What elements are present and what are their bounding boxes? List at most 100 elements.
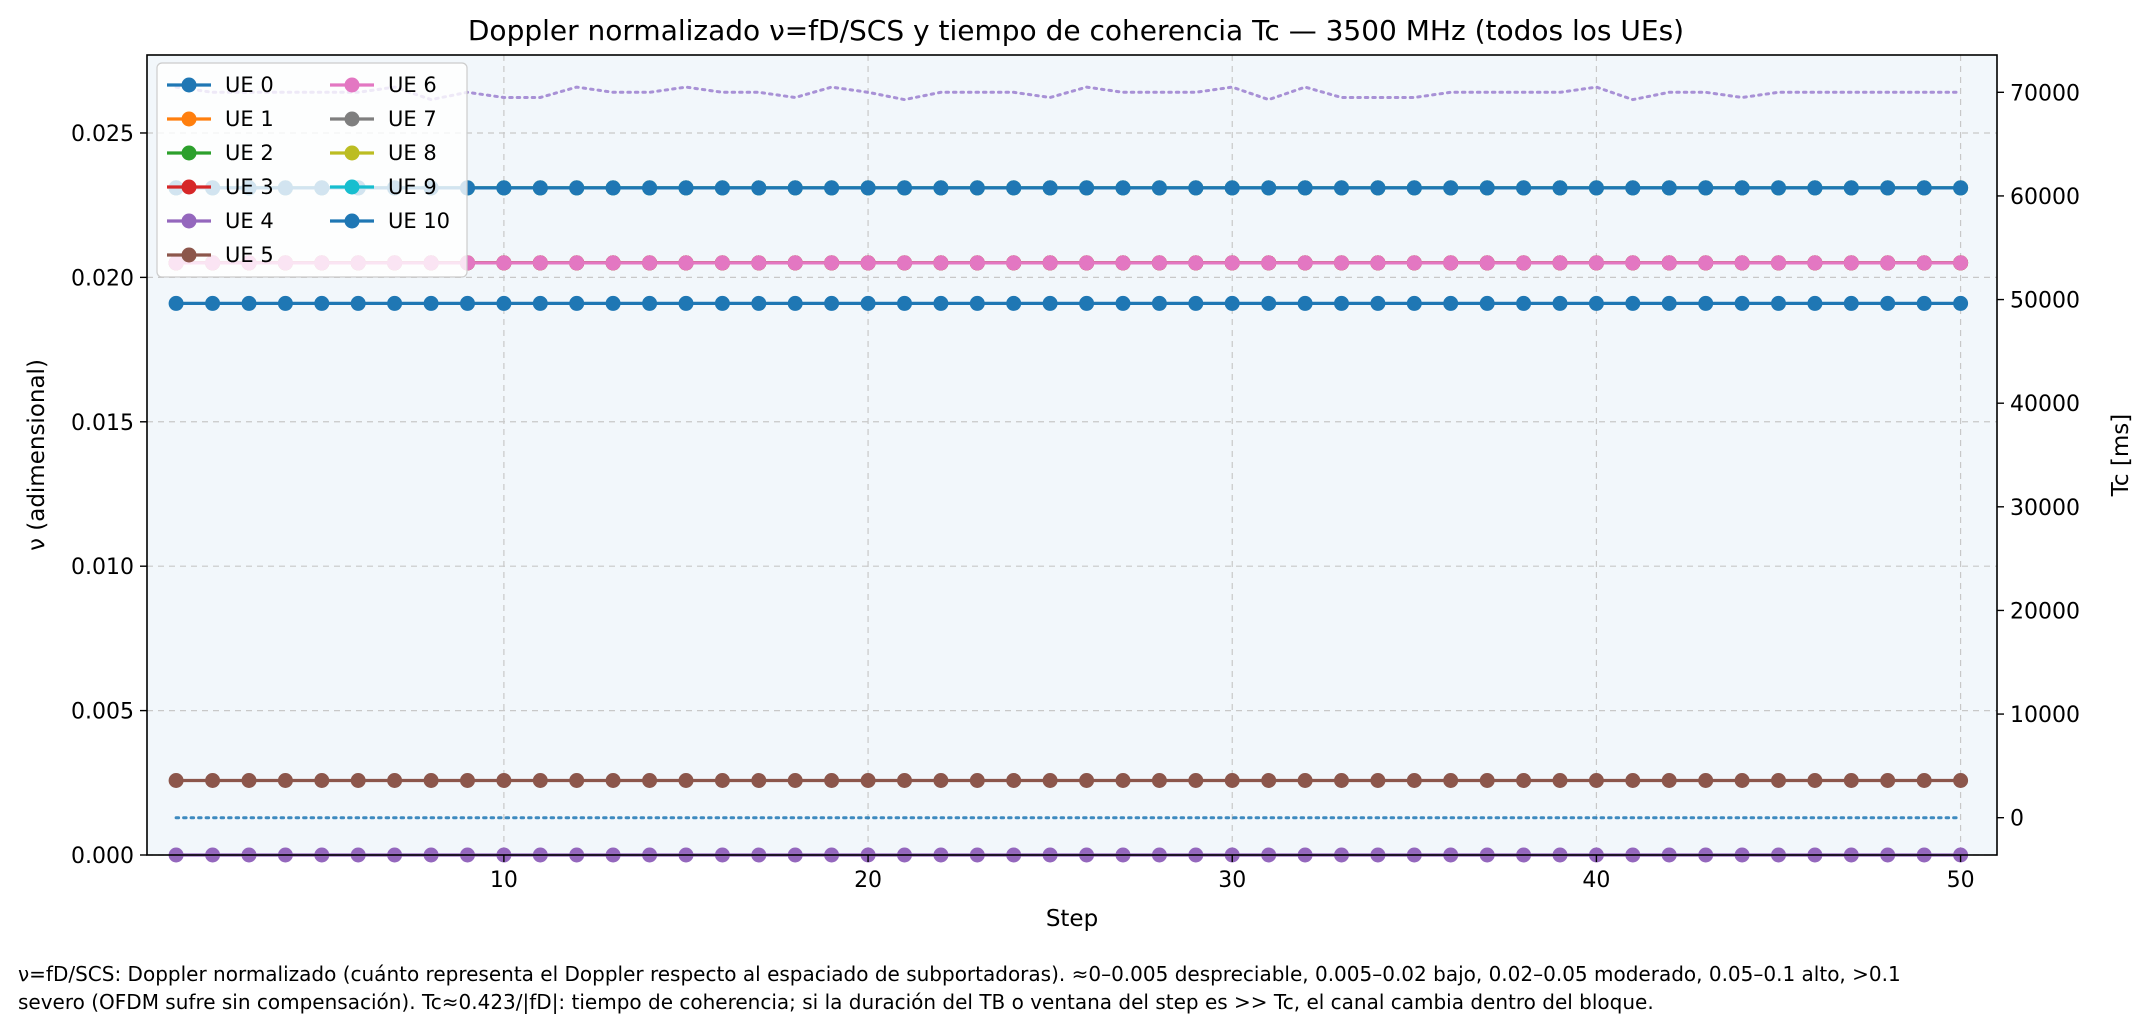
data-point-ue-10 [1661, 180, 1677, 196]
legend-marker-ue-4 [181, 213, 197, 229]
data-point-ue-0 [1006, 295, 1022, 311]
y2-axis-label: Tc [ms] [2108, 414, 2134, 497]
data-point-ue-5 [569, 773, 585, 788]
legend-marker-ue-5 [181, 247, 197, 263]
data-point-ue-5 [1516, 773, 1532, 788]
data-point-ue-5 [1151, 773, 1167, 788]
chart-title: Doppler normalizado ν=fD/SCS y tiempo de… [468, 14, 1684, 47]
data-point-ue-0 [1479, 295, 1495, 311]
legend-label-ue-4: UE 4 [225, 209, 274, 233]
data-point-ue-10 [642, 180, 658, 196]
legend: UE 0 UE 1 UE 2 UE 3 UE 4 UE 5 UE 6 UE 7 UE 8 UE 9… [156, 62, 468, 278]
data-point-ue-0 [1261, 295, 1277, 311]
data-point-ue-0 [1916, 295, 1932, 311]
x-tick-label: 20 [854, 868, 882, 893]
data-point-ue-10 [1953, 180, 1969, 196]
data-point-ue-10 [1151, 180, 1167, 196]
data-point-ue-5 [1479, 773, 1495, 788]
data-point-ue-6 [1406, 255, 1422, 271]
y2-tick-label: 60000 [2010, 185, 2080, 210]
data-point-ue-10 [1261, 180, 1277, 196]
data-point-ue-10 [787, 180, 803, 196]
y2-tick-label: 50000 [2010, 289, 2080, 314]
data-point-ue-10 [714, 180, 730, 196]
data-point-ue-10 [1698, 180, 1714, 196]
data-point-ue-10 [1334, 180, 1349, 196]
data-point-ue-5 [1079, 773, 1095, 788]
legend-label-ue-8: UE 8 [388, 141, 437, 165]
data-point-ue-10 [1552, 180, 1568, 196]
data-point-ue-6 [1588, 255, 1604, 271]
y-tick-label: 0.015 [71, 411, 134, 436]
data-point-ue-6 [605, 255, 621, 271]
data-point-ue-5 [1370, 773, 1386, 788]
data-point-ue-6 [1079, 255, 1095, 271]
data-point-ue-10 [1916, 180, 1932, 196]
data-point-ue-6 [824, 255, 840, 271]
data-point-ue-0 [860, 295, 876, 311]
data-point-ue-5 [642, 773, 658, 788]
data-point-ue-5 [1552, 773, 1568, 788]
data-point-ue-0 [897, 295, 912, 311]
data-point-ue-6 [1698, 255, 1714, 271]
data-point-ue-5 [1880, 773, 1896, 788]
data-point-ue-10 [605, 180, 621, 196]
data-point-ue-5 [605, 773, 621, 788]
legend-label-ue-3: UE 3 [225, 175, 274, 199]
data-point-ue-0 [1042, 295, 1058, 311]
data-point-ue-0 [1224, 295, 1240, 311]
data-point-ue-10 [860, 180, 876, 196]
data-point-ue-5 [824, 773, 840, 788]
data-point-ue-0 [205, 295, 221, 311]
data-point-ue-6 [1042, 255, 1058, 271]
data-point-ue-6 [787, 255, 803, 271]
data-point-ue-0 [1880, 295, 1896, 311]
data-point-ue-6 [496, 255, 512, 271]
data-point-ue-5 [1734, 773, 1750, 788]
data-point-ue-5 [1443, 773, 1459, 788]
data-point-ue-6 [1151, 255, 1167, 271]
data-point-ue-0 [824, 295, 840, 311]
data-point-ue-10 [569, 180, 585, 196]
data-point-ue-0 [241, 295, 257, 311]
data-point-ue-6 [1552, 255, 1568, 271]
data-point-ue-6 [1625, 255, 1641, 271]
data-point-ue-10 [1843, 180, 1859, 196]
y2-tick-label: 40000 [2010, 392, 2080, 417]
x-tick-label: 10 [490, 868, 518, 893]
y2-tick-label: 70000 [2010, 81, 2080, 106]
data-point-ue-0 [1661, 295, 1677, 311]
tc-series-line-0 [174, 85, 1963, 102]
data-point-ue-0 [1734, 295, 1750, 311]
legend-marker-ue-3 [181, 179, 197, 195]
x-tick-label: 50 [1947, 868, 1975, 893]
legend-marker-ue-7 [344, 111, 360, 127]
data-point-ue-10 [824, 180, 840, 196]
plot-frame [146, 54, 1998, 856]
data-point-ue-5 [350, 773, 366, 788]
legend-marker-ue-10 [344, 213, 360, 229]
data-point-ue-6 [1224, 255, 1240, 271]
data-point-ue-0 [168, 295, 184, 311]
legend-marker-ue-8 [344, 145, 360, 161]
legend-label-ue-0: UE 0 [225, 73, 274, 97]
data-point-ue-5 [1042, 773, 1058, 788]
data-point-ue-5 [205, 773, 221, 788]
y2-tick-label: 30000 [2010, 496, 2080, 521]
data-point-ue-6 [1370, 255, 1386, 271]
data-point-ue-6 [1479, 255, 1495, 271]
data-point-ue-5 [1224, 773, 1240, 788]
data-point-ue-5 [1661, 773, 1677, 788]
data-point-ue-0 [1807, 295, 1823, 311]
data-point-ue-10 [496, 180, 512, 196]
legend-marker-ue-0 [181, 77, 197, 93]
data-point-ue-0 [642, 295, 658, 311]
data-point-ue-5 [496, 773, 512, 788]
data-point-ue-6 [1261, 255, 1277, 271]
data-point-ue-6 [1807, 255, 1823, 271]
data-point-ue-5 [1334, 773, 1349, 788]
data-point-ue-10 [1370, 180, 1386, 196]
data-point-ue-6 [1443, 255, 1459, 271]
y-tick-label: 0.010 [71, 555, 134, 580]
data-point-ue-0 [496, 295, 512, 311]
